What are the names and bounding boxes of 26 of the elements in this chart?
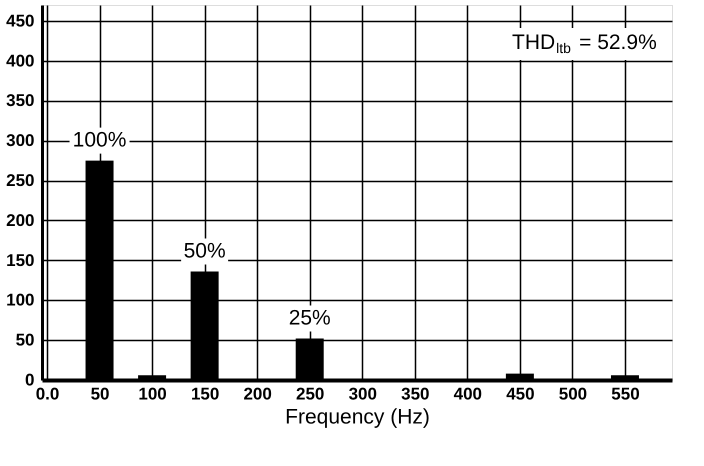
- x-tick-label: 500: [558, 384, 588, 404]
- x-axis-title: Frequency (Hz): [285, 406, 430, 428]
- y-tick-label: 300: [6, 131, 34, 150]
- x-tick-label: 550: [611, 384, 640, 404]
- x-tick-label: 300: [348, 384, 377, 404]
- x-tick-label: 200: [243, 384, 272, 404]
- x-tick-label: 150: [190, 384, 220, 404]
- y-tick-label: 350: [6, 91, 34, 110]
- y-tick-label: 0: [25, 370, 34, 390]
- y-tick-label: 450: [6, 11, 34, 30]
- x-tick-label: 400: [454, 384, 482, 404]
- annotation: 100%: [72, 128, 126, 152]
- x-tick-label: 100: [138, 384, 167, 404]
- y-tick-label: 150: [6, 250, 34, 270]
- annotation: 50%: [184, 239, 226, 262]
- x-tick-label: 350: [401, 384, 430, 404]
- x-tick-label: 450: [506, 384, 535, 404]
- annotation: 25%: [288, 306, 331, 330]
- x-tick-label: 0.0: [36, 384, 60, 404]
- x-tick-label: 250: [296, 384, 324, 404]
- y-tick-label: 400: [6, 51, 34, 70]
- x-tick-label: 50: [90, 384, 110, 404]
- y-tick-label: 50: [16, 330, 34, 350]
- y-tick-label: 200: [6, 210, 34, 230]
- y-tick-label: 250: [6, 171, 34, 190]
- y-tick-label: 100: [6, 290, 34, 310]
